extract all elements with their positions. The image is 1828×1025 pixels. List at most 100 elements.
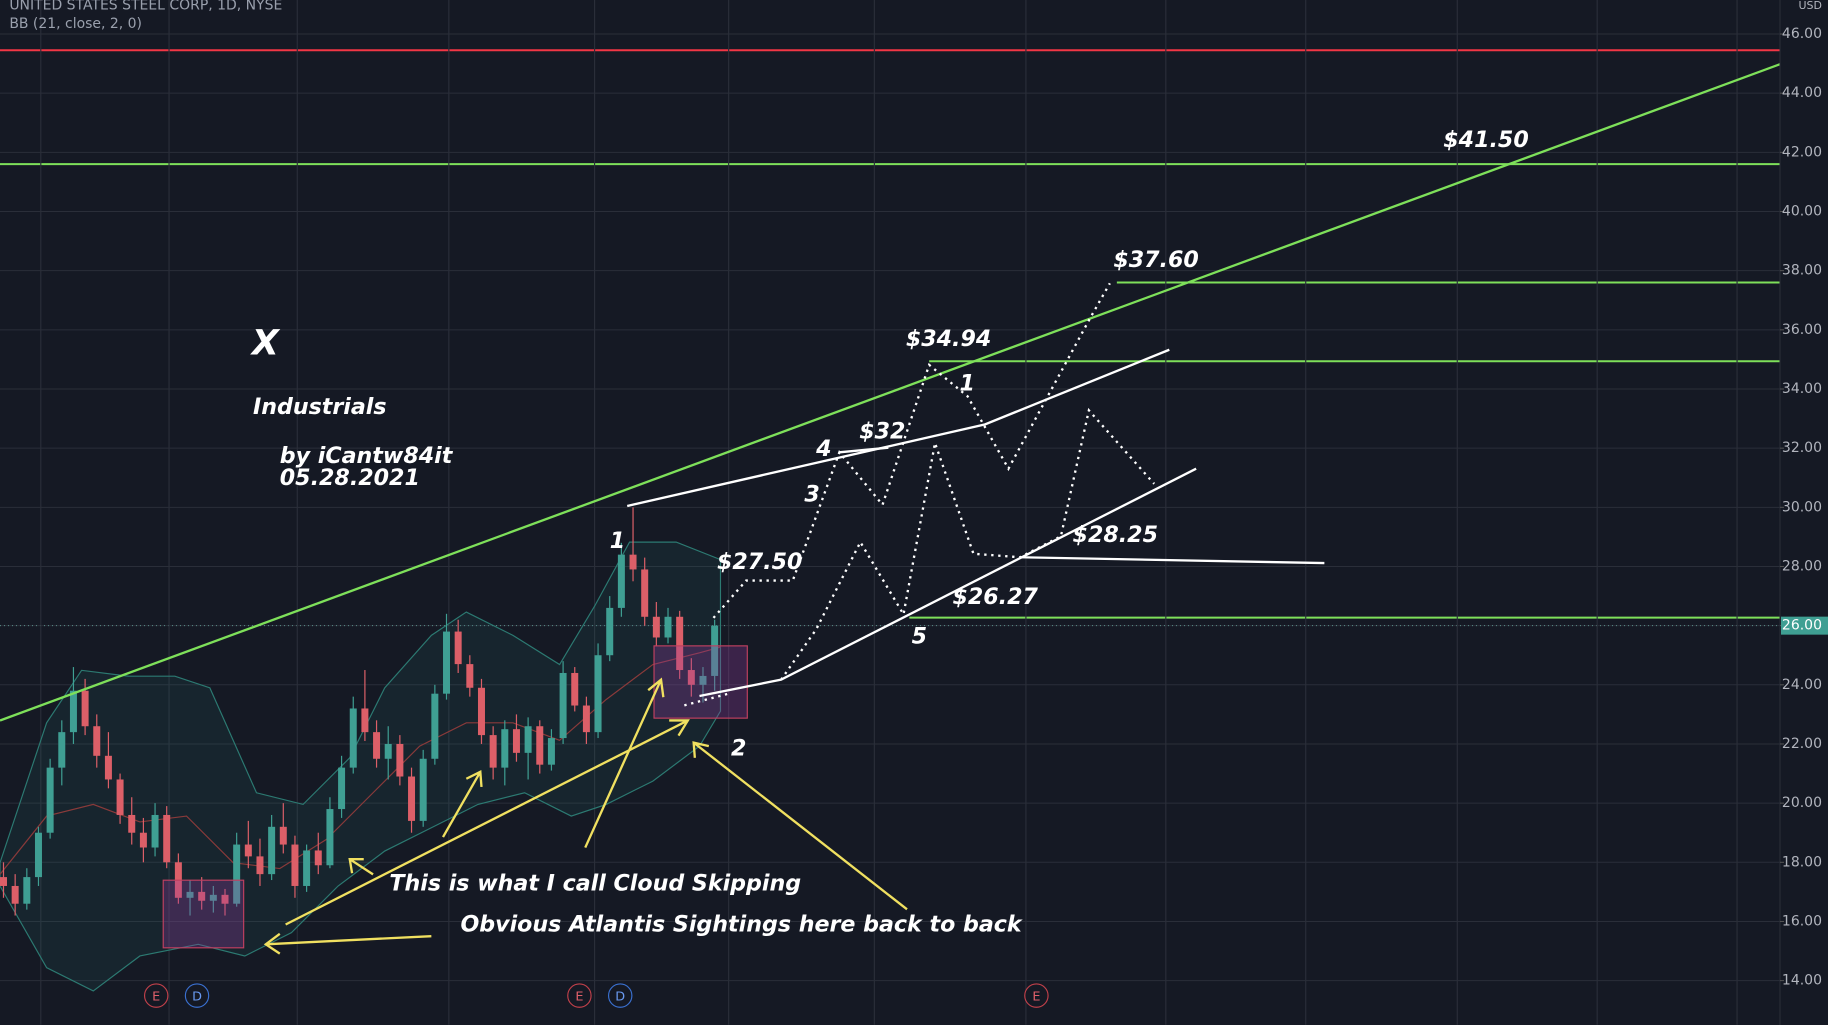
candle-body: [408, 776, 416, 821]
y-tick-label: 32.00: [1782, 440, 1822, 456]
candle-body: [303, 850, 311, 886]
price-label: $28.25: [1073, 522, 1158, 548]
candle-body: [617, 554, 625, 608]
candle-body: [361, 708, 369, 733]
wave-label: 1: [959, 371, 974, 397]
candle-body: [46, 767, 54, 833]
candle-body: [676, 616, 684, 671]
price-label: $41.50: [1443, 127, 1528, 153]
mark: X: [250, 323, 281, 363]
candle-body: [69, 690, 77, 733]
y-tick-label: 44.00: [1782, 85, 1822, 101]
bollinger-basis: [0, 646, 721, 875]
indicator: BB (21, close, 2, 0): [9, 16, 142, 32]
candles: [0, 507, 719, 916]
candle-body: [594, 655, 602, 733]
candle-body: [34, 832, 42, 878]
event-circle: [607, 983, 633, 1008]
last-price-badge: [1781, 616, 1828, 635]
candle-body: [268, 826, 276, 875]
candle-body: [209, 894, 217, 901]
candle-body: [571, 672, 579, 706]
arrow: [348, 858, 374, 876]
y-tick-label: 18.00: [1782, 854, 1822, 870]
event-marker: D: [192, 989, 202, 1004]
candle-body: [81, 690, 89, 727]
price-label: $37.60: [1113, 247, 1198, 273]
y-tick-label: 16.00: [1782, 913, 1822, 929]
arrow: [263, 932, 432, 955]
event-marker: E: [1032, 989, 1040, 1004]
candle-body: [443, 631, 451, 694]
candle-body: [384, 743, 392, 759]
axis-panel: [1780, 0, 1828, 1025]
candle-body: [559, 672, 567, 739]
note: Obvious Atlantis Sightings here back to …: [460, 911, 1022, 937]
candle-body: [326, 809, 334, 866]
candle-body: [524, 726, 532, 753]
highlight-box: [653, 645, 748, 719]
y-tick-label: 28.00: [1782, 558, 1822, 574]
projection-path: [684, 692, 729, 707]
candle-body: [279, 826, 287, 845]
projection-path: [780, 407, 1156, 681]
upper-channel: [626, 348, 1170, 508]
candle-body: [652, 616, 660, 638]
arrow: [441, 769, 483, 838]
arrow: [584, 677, 665, 849]
candle-body: [664, 616, 672, 638]
candle-body: [291, 844, 299, 886]
levels: [0, 49, 1780, 627]
candle-body: [198, 891, 206, 901]
y-tick-label: 22.00: [1782, 736, 1822, 752]
event-circle: [567, 983, 592, 1008]
arrows: [263, 677, 908, 955]
candle-body: [431, 693, 439, 759]
sector: Industrials: [253, 394, 387, 420]
candle-body: [419, 758, 427, 821]
symbol: UNITED STATES STEEL CORP, 1D, NYSE: [9, 0, 282, 13]
candle-body: [11, 885, 19, 904]
y-tick-label: 30.00: [1782, 499, 1822, 515]
wave-label: 1: [610, 528, 625, 554]
projections: [684, 282, 1156, 707]
candle-body: [711, 625, 719, 676]
candle-body: [139, 832, 147, 848]
candle-body: [244, 844, 252, 857]
arrow: [692, 741, 908, 911]
currency: USD: [1798, 0, 1822, 12]
overlay-front: UNITED STATES STEEL CORP, 1D, NYSE BB (2…: [0, 0, 1781, 1008]
event-circle: [1024, 983, 1049, 1008]
price-label: $26.27: [952, 584, 1038, 610]
candle-body: [687, 670, 695, 685]
candle-body: [501, 729, 509, 768]
candle-body: [349, 708, 357, 768]
price-label: $34.94: [906, 326, 991, 352]
event-circle: [184, 983, 210, 1008]
wave-label: 3: [804, 481, 819, 507]
candle-body: [186, 891, 194, 898]
price-label: $32: [859, 418, 905, 444]
support-line: [1020, 556, 1325, 565]
date: 05.28.2021: [280, 465, 420, 491]
y-tick-label: 34.00: [1782, 381, 1822, 397]
last-price-label: 26.00: [1782, 618, 1822, 634]
support-line: [839, 446, 889, 454]
event-markers: E D E D E: [143, 983, 1049, 1008]
candle-body: [221, 894, 229, 904]
candle-body: [536, 726, 544, 765]
candle-body: [699, 675, 707, 685]
event-marker: D: [615, 989, 625, 1004]
y-tick-label: 24.00: [1782, 677, 1822, 693]
event-marker: E: [575, 989, 583, 1004]
candle-body: [314, 850, 322, 866]
candle-body: [641, 569, 649, 617]
highlight-box: [162, 879, 245, 949]
candle-body: [466, 664, 474, 688]
y-tick-label: 38.00: [1782, 263, 1822, 279]
candle-body: [233, 844, 241, 904]
price-label: $27.50: [717, 549, 802, 575]
candle-body: [606, 607, 614, 656]
candle-body: [104, 755, 112, 780]
